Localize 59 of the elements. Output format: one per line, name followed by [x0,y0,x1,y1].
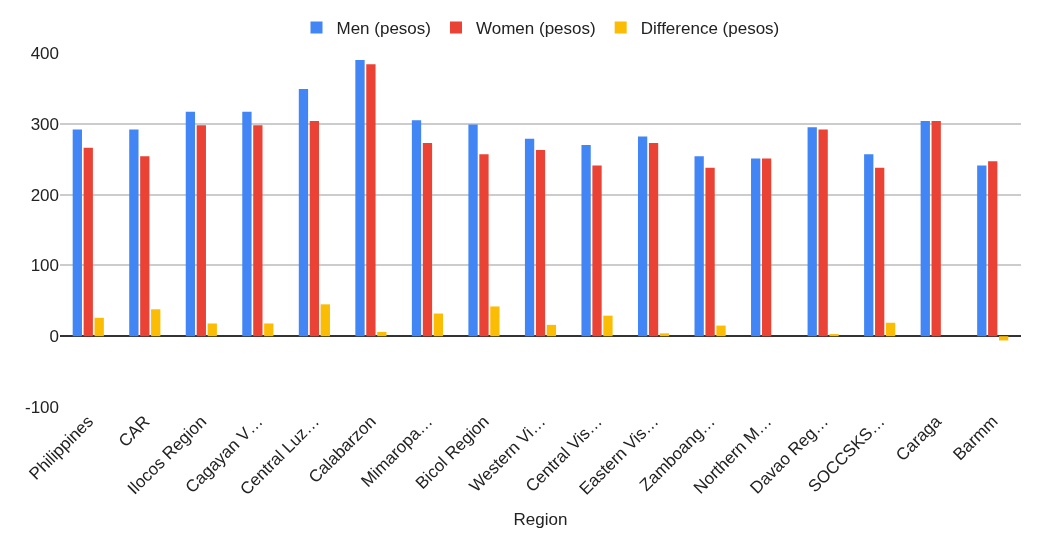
bar [546,324,557,337]
bar [716,325,726,337]
bar [490,306,500,337]
bar [581,145,591,337]
bar [694,156,704,337]
bar [207,323,217,337]
bar [592,165,602,337]
bar [72,129,82,337]
y-tick-label: 300 [30,114,59,134]
bar [309,120,320,337]
bar [829,334,839,337]
bar [535,150,546,337]
bar [603,315,613,337]
bar [818,129,828,337]
bar [94,317,104,337]
y-tick-label: -100 [24,397,59,417]
bar [931,120,941,337]
bar [864,154,874,337]
bar [366,64,376,337]
y-tick-label: 200 [30,185,59,205]
legend-label: Men (pesos) [336,19,431,39]
bar [659,333,670,337]
legend-label: Women (pesos) [475,19,596,39]
y-tick-label: 0 [49,327,59,347]
bar [433,313,444,337]
bar [468,124,478,337]
bar [83,147,93,337]
bar [920,120,930,337]
bar [875,167,885,337]
bar [648,142,659,337]
bar [377,331,387,337]
bar [151,309,161,337]
legend-label: Difference (pesos) [640,19,780,39]
y-tick-label: 100 [30,256,59,276]
bar [264,323,274,337]
bar [761,158,772,337]
bar [355,60,365,337]
bar [320,304,330,337]
bar [751,158,761,337]
bar [196,125,206,337]
bar [129,129,139,337]
y-tick-label: 400 [30,43,59,63]
bar [977,165,987,337]
x-axis-title: Region [513,510,568,530]
bar [885,322,896,337]
bar [411,120,422,337]
bar [637,136,648,337]
bar [479,154,489,337]
bar [185,111,196,337]
bar [253,125,263,337]
bar [422,142,433,337]
bar [298,89,309,337]
bar [705,167,715,337]
bar [524,138,535,337]
bar [988,161,998,337]
bar [999,336,1009,341]
bar [807,127,817,337]
bar [242,111,252,337]
bar [140,156,150,337]
